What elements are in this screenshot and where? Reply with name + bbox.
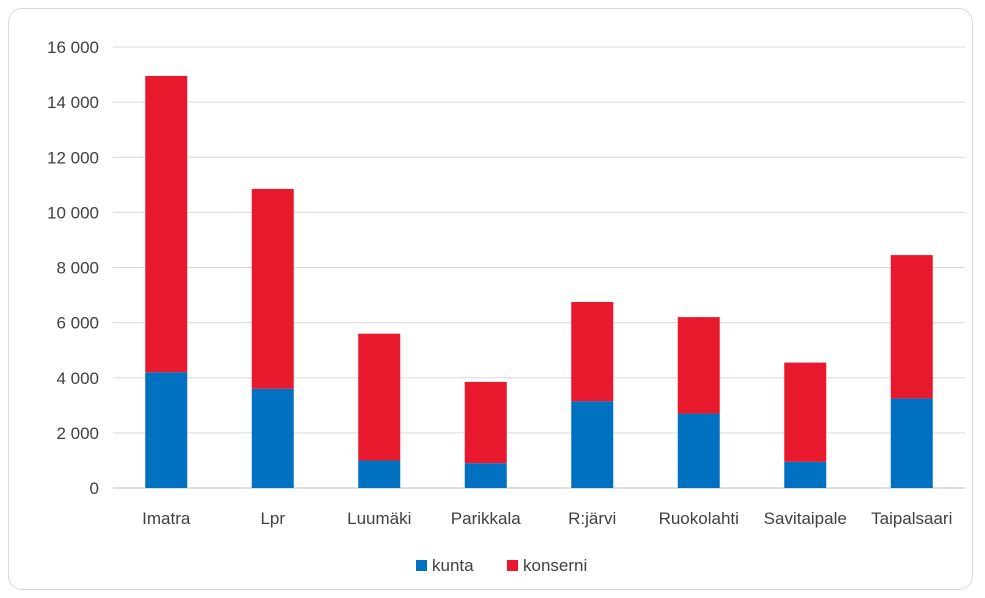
bar-konserni-taipalsaari [890,255,933,399]
x-tick-label: Taipalsaari [871,509,952,528]
bar-kunta-lpr [251,388,294,488]
bar-kunta-savitaipale [784,461,827,488]
x-tick-label: Ruokolahti [659,509,739,528]
y-tick-label: 4 000 [56,369,99,388]
x-axis-labels: Imatra Lpr Luumäki Parikkala R:järvi Ruokolah… [142,509,952,528]
legend-swatch-konserni [507,560,518,571]
bar-konserni-parikkala [464,381,507,464]
x-tick-label: R:järvi [568,509,616,528]
bar-kunta-ruokolahti [677,413,720,488]
y-tick-label: 10 000 [47,203,99,222]
y-tick-label: 0 [90,479,99,498]
legend-label-konserni: konserni [523,556,587,575]
y-tick-label: 6 000 [56,314,99,333]
bar-kunta-taipalsaari [890,398,933,488]
gridlines [113,46,965,489]
bar-konserni-r-j-rvi [571,301,614,402]
x-tick-label: Lpr [260,509,285,528]
bars [145,75,933,488]
x-tick-label: Imatra [142,509,191,528]
x-tick-label: Luumäki [347,509,411,528]
bar-kunta-parikkala [464,463,507,488]
bar-konserni-luum-ki [358,333,401,461]
bar-konserni-imatra [145,75,188,373]
y-axis-labels: 0 2 000 4 000 6 000 8 000 10 000 12 000 14 000 1… [47,38,99,498]
bar-konserni-ruokolahti [677,317,720,414]
y-tick-label: 12 000 [47,148,99,167]
legend-label-kunta: kunta [432,556,474,575]
bar-kunta-luum-ki [358,460,401,488]
y-tick-label: 2 000 [56,424,99,443]
bar-kunta-imatra [145,372,188,488]
x-tick-label: Parikkala [451,509,521,528]
legend: kunta konserni [416,556,587,575]
bar-kunta-r-j-rvi [571,401,614,488]
x-tick-label: Savitaipale [764,509,847,528]
y-tick-label: 14 000 [47,93,99,112]
y-tick-label: 16 000 [47,38,99,57]
y-tick-label: 8 000 [56,259,99,278]
bar-konserni-lpr [251,188,294,389]
bar-konserni-savitaipale [784,362,827,462]
legend-swatch-kunta [416,560,427,571]
